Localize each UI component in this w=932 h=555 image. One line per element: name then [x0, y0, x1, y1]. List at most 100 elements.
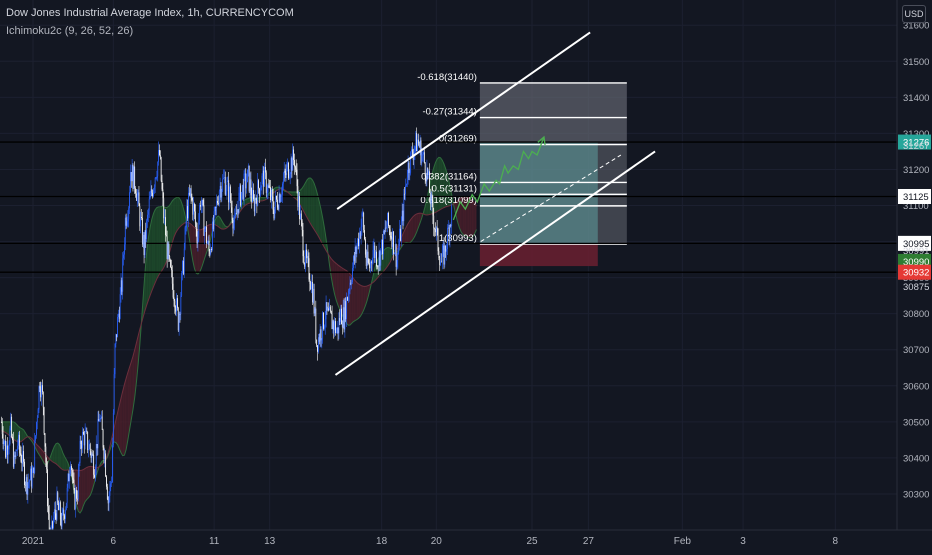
candle-body	[227, 180, 229, 182]
candle	[167, 241, 169, 260]
candle	[424, 162, 426, 184]
candle	[28, 473, 30, 489]
candle-body	[245, 173, 247, 189]
trend-channel[interactable]	[334, 31, 656, 376]
cloud-segment	[209, 224, 212, 243]
candle	[23, 445, 25, 467]
indicator-legend[interactable]: Ichimoku2c (9, 26, 52, 26)	[6, 25, 134, 37]
candle-body	[12, 440, 14, 467]
time-tick-label: 13	[264, 536, 276, 547]
candle	[442, 240, 444, 257]
candle-body	[223, 177, 224, 179]
candle-body	[213, 211, 215, 229]
price-axis[interactable]: 3030030400305003060030700308003090031000…	[896, 0, 932, 550]
time-tick-label: 3	[740, 536, 746, 547]
candle	[311, 274, 312, 294]
candle	[376, 245, 377, 270]
candle-body	[175, 308, 177, 312]
candle	[309, 273, 311, 292]
candle	[214, 205, 216, 218]
candle-body	[238, 192, 240, 213]
candle-body	[318, 337, 320, 342]
cloud-segment	[413, 214, 415, 240]
candle	[275, 190, 277, 214]
candle-body	[64, 515, 66, 519]
candle	[177, 294, 178, 311]
cloud-segment	[447, 174, 450, 207]
channel-upper-line[interactable]	[336, 31, 591, 210]
candle-body	[451, 205, 453, 226]
fibonacci-retracement[interactable]: -0.618(31440) -0.27(31344) 0(31269) 0.382(3…	[417, 72, 627, 267]
channel-lower-line[interactable]	[334, 150, 656, 376]
candle-body	[295, 168, 297, 170]
candle	[176, 293, 177, 317]
candle	[136, 189, 138, 208]
candle	[282, 172, 284, 190]
candle-body	[159, 150, 160, 156]
candle-body	[325, 302, 327, 320]
forecast-path[interactable]	[452, 135, 546, 221]
candle-body	[156, 176, 158, 178]
cloud-segment	[144, 252, 147, 311]
candle	[261, 173, 263, 195]
price-tick-label: 30700	[903, 345, 929, 356]
cloud-segment	[16, 424, 19, 443]
candle	[335, 317, 336, 336]
candle	[31, 464, 33, 489]
cloud-segment	[56, 443, 58, 466]
candle	[291, 156, 293, 178]
forecast-line[interactable]	[452, 136, 545, 221]
candle-body	[214, 207, 216, 212]
cloud-segment	[54, 443, 57, 464]
candle	[234, 208, 236, 231]
candle-body	[81, 444, 83, 449]
candle-body	[86, 430, 88, 432]
candle-body	[384, 227, 386, 234]
currency-button[interactable]: USD	[902, 5, 926, 23]
time-tick-label: 18	[376, 536, 388, 547]
candle-body	[70, 466, 71, 474]
candle-body	[256, 199, 258, 206]
candle	[60, 512, 62, 530]
cloud-segment	[172, 199, 174, 243]
candle	[189, 188, 191, 198]
candle	[282, 181, 283, 203]
cloud-segment	[90, 466, 92, 496]
candle	[249, 172, 251, 198]
candle	[269, 180, 271, 189]
candle	[168, 241, 170, 262]
candle-body	[246, 182, 248, 189]
candle	[274, 207, 276, 220]
candle-body	[379, 251, 381, 266]
candle	[401, 202, 403, 226]
cloud-segment	[249, 197, 251, 204]
candle	[8, 440, 10, 455]
price-marker-label: 30932	[903, 268, 929, 279]
candle	[6, 437, 8, 464]
candle-body	[404, 193, 406, 195]
candle	[241, 184, 243, 201]
candle	[276, 192, 278, 211]
candle-body	[292, 149, 294, 171]
candle	[71, 467, 73, 484]
candle	[211, 246, 212, 253]
candle	[224, 171, 226, 196]
candle	[194, 204, 196, 228]
candle-body	[85, 430, 87, 432]
candle-body	[233, 222, 235, 229]
candle-body	[378, 251, 380, 267]
fib-level-label: 0.618(31099)	[420, 195, 477, 206]
cloud-segment	[124, 378, 127, 456]
candle	[294, 153, 295, 175]
candle-body	[387, 212, 388, 225]
candle	[159, 144, 160, 157]
candle	[140, 211, 142, 234]
candle-body	[409, 172, 411, 174]
candle-body	[281, 194, 283, 198]
time-axis[interactable]: 2021 6 11 13 18 20 25 27 Feb 3 8	[0, 529, 932, 550]
candle-body	[121, 280, 123, 292]
candle	[152, 189, 154, 199]
cloud-segment	[170, 200, 173, 249]
